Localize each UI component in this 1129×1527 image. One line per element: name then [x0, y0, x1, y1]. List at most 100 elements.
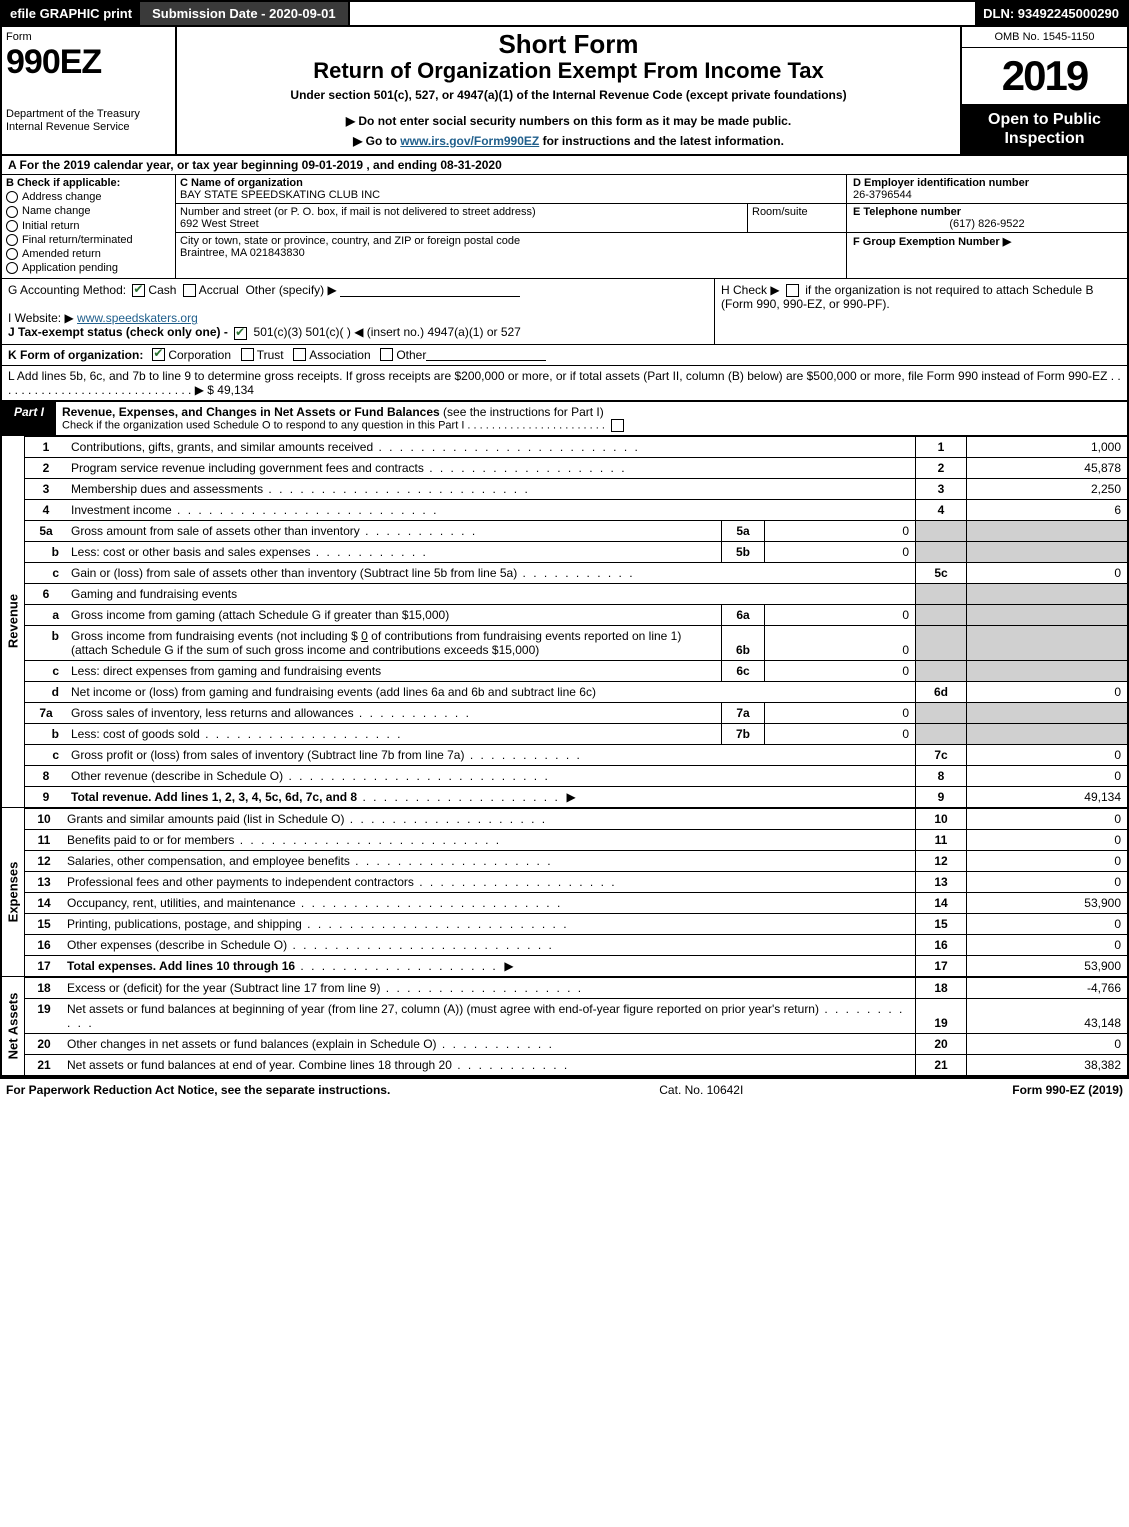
check-address-change[interactable]: Address change — [6, 191, 171, 203]
check-association[interactable] — [293, 348, 306, 361]
l15-val: 0 — [967, 913, 1128, 934]
website-value[interactable]: www.speedskaters.org — [77, 311, 198, 325]
l6b-num: b — [25, 625, 67, 660]
line-6d: d Net income or (loss) from gaming and f… — [25, 681, 1127, 702]
l5a-desc: Gross amount from sale of assets other t… — [67, 520, 722, 541]
l6c-num: c — [25, 660, 67, 681]
ein-row: D Employer identification number 26-3796… — [847, 175, 1127, 204]
opt-cash: Cash — [148, 283, 176, 297]
revenue-text: Revenue — [6, 594, 21, 648]
omb-number: OMB No. 1545-1150 — [962, 27, 1127, 48]
l6b-val — [967, 625, 1128, 660]
l6-desc: Gaming and fundraising events — [67, 583, 916, 604]
check-trust[interactable] — [241, 348, 254, 361]
l7a-num: 7a — [25, 702, 67, 723]
l14-desc: Occupancy, rent, utilities, and maintena… — [63, 892, 916, 913]
l10-desc: Grants and similar amounts paid (list in… — [63, 808, 916, 829]
part1-schedule-o-check[interactable] — [611, 419, 624, 432]
l7a-val — [967, 702, 1128, 723]
line-15: 15 Printing, publications, postage, and … — [25, 913, 1127, 934]
l17-desc: Total expenses. Add lines 10 through 16 … — [63, 955, 916, 976]
l6a-ln — [916, 604, 967, 625]
line-10: 10 Grants and similar amounts paid (list… — [25, 808, 1127, 829]
row-j-pre: J Tax-exempt status (check only one) - — [8, 325, 231, 339]
expenses-table: 10 Grants and similar amounts paid (list… — [25, 808, 1127, 976]
check-final-return[interactable]: Final return/terminated — [6, 234, 171, 246]
l12-ln: 12 — [916, 850, 967, 871]
check-amended-return[interactable]: Amended return — [6, 248, 171, 260]
check-501c3[interactable] — [234, 327, 247, 340]
l21-ln: 21 — [916, 1054, 967, 1075]
opt-accrual: Accrual — [199, 283, 239, 297]
check-application-pending[interactable]: Application pending — [6, 262, 171, 274]
l9-desc-b: Total revenue. Add lines 1, 2, 3, 4, 5c,… — [71, 790, 357, 804]
l3-num: 3 — [25, 478, 67, 499]
opt-assoc: Association — [309, 348, 370, 362]
efile-print[interactable]: efile GRAPHIC print — [2, 2, 140, 25]
l5b-ln — [916, 541, 967, 562]
other-specify-line[interactable] — [340, 284, 520, 297]
line-16: 16 Other expenses (describe in Schedule … — [25, 934, 1127, 955]
l16-desc: Other expenses (describe in Schedule O) — [63, 934, 916, 955]
footer-form-ref: Form 990-EZ (2019) — [1012, 1083, 1123, 1097]
l2-num: 2 — [25, 457, 67, 478]
expenses-text: Expenses — [6, 861, 21, 922]
row-h: H Check ▶ if the organization is not req… — [715, 279, 1127, 344]
l15-num: 15 — [25, 913, 63, 934]
l6b-d1u: 0 — [361, 629, 368, 643]
expenses-side-label: Expenses — [2, 808, 25, 976]
l18-ln: 18 — [916, 977, 967, 998]
l6d-num: d — [25, 681, 67, 702]
l20-desc: Other changes in net assets or fund bala… — [63, 1033, 916, 1054]
l9-ln: 9 — [916, 786, 967, 807]
l17-desc-b: Total expenses. Add lines 10 through 16 — [67, 959, 295, 973]
check-corporation[interactable] — [152, 348, 165, 361]
l13-num: 13 — [25, 871, 63, 892]
check-cash[interactable] — [132, 284, 145, 297]
l4-val: 6 — [967, 499, 1128, 520]
line-17: 17 Total expenses. Add lines 10 through … — [25, 955, 1127, 976]
address-label: Number and street (or P. O. box, if mail… — [180, 206, 536, 218]
check-accrual[interactable] — [183, 284, 196, 297]
check-other-org[interactable] — [380, 348, 393, 361]
check-name-change[interactable]: Name change — [6, 205, 171, 217]
tel-label: E Telephone number — [853, 206, 961, 218]
l5b-il: 5b — [722, 541, 765, 562]
row-gh: G Accounting Method: Cash Accrual Other … — [2, 279, 1127, 345]
form-container: efile GRAPHIC print Submission Date - 20… — [0, 0, 1129, 1079]
open-to-public: Open to Public Inspection — [962, 104, 1127, 154]
footer-cat-no: Cat. No. 10642I — [659, 1083, 743, 1097]
form-header: Form 990EZ Department of the Treasury In… — [2, 27, 1127, 156]
l4-num: 4 — [25, 499, 67, 520]
l14-ln: 14 — [916, 892, 967, 913]
l5c-desc: Gain or (loss) from sale of assets other… — [67, 562, 916, 583]
l7b-desc: Less: cost of goods sold — [67, 723, 722, 744]
l5b-num: b — [25, 541, 67, 562]
l7c-val: 0 — [967, 744, 1128, 765]
l12-num: 12 — [25, 850, 63, 871]
subtitle: Under section 501(c), 527, or 4947(a)(1)… — [181, 88, 956, 102]
l6a-val — [967, 604, 1128, 625]
line-7a: 7a Gross sales of inventory, less return… — [25, 702, 1127, 723]
l10-ln: 10 — [916, 808, 967, 829]
l7a-ln — [916, 702, 967, 723]
check-initial-return[interactable]: Initial return — [6, 220, 171, 232]
l6a-iv: 0 — [765, 604, 916, 625]
expenses-section: Expenses 10 Grants and similar amounts p… — [2, 808, 1127, 977]
l8-desc: Other revenue (describe in Schedule O) — [67, 765, 916, 786]
l6c-il: 6c — [722, 660, 765, 681]
l6d-ln: 6d — [916, 681, 967, 702]
l9-num: 9 — [25, 786, 67, 807]
part1-title-wrap: Revenue, Expenses, and Changes in Net As… — [56, 402, 1127, 435]
l5c-ln: 5c — [916, 562, 967, 583]
l16-val: 0 — [967, 934, 1128, 955]
line-5c: c Gain or (loss) from sale of assets oth… — [25, 562, 1127, 583]
l5c-val: 0 — [967, 562, 1128, 583]
dln-number: DLN: 93492245000290 — [975, 2, 1127, 25]
check-schedule-b[interactable] — [786, 284, 799, 297]
l5a-il: 5a — [722, 520, 765, 541]
l11-num: 11 — [25, 829, 63, 850]
instructions-link[interactable]: www.irs.gov/Form990EZ — [400, 134, 539, 148]
other-org-line[interactable] — [426, 348, 546, 361]
ein-label: D Employer identification number — [853, 177, 1029, 189]
